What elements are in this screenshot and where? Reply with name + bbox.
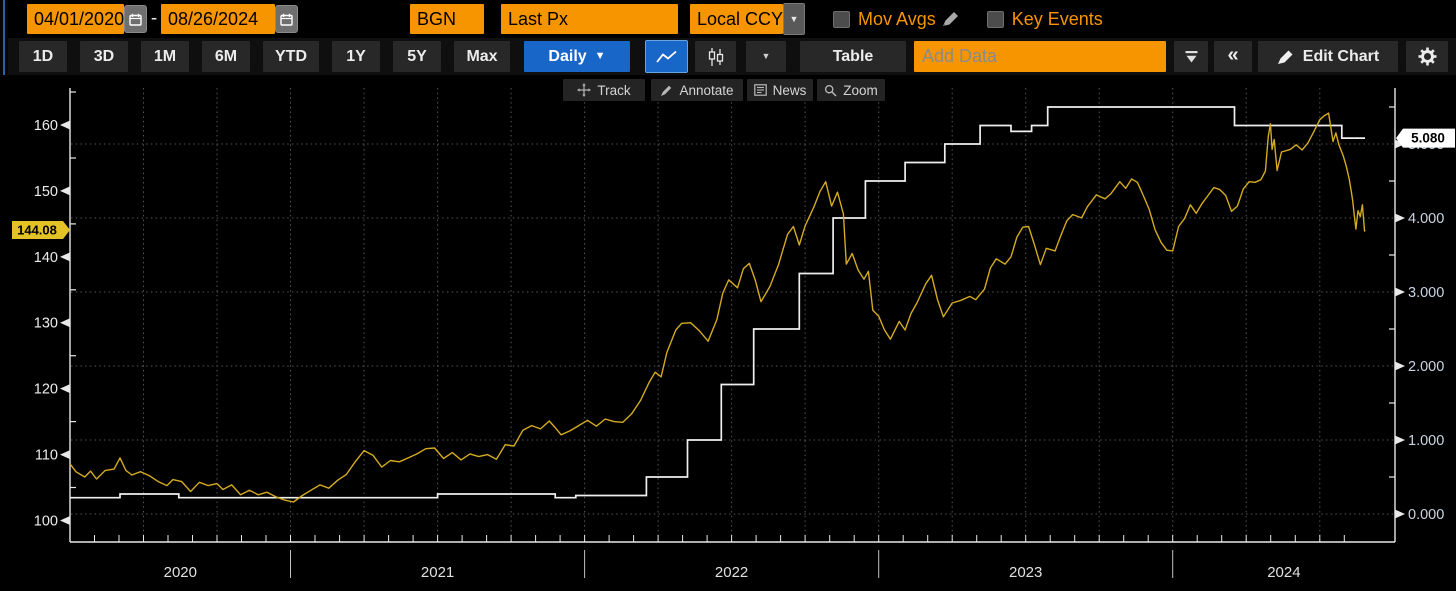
annotate-button[interactable]: Annotate	[651, 79, 743, 101]
svg-text:4.000: 4.000	[1408, 211, 1444, 227]
svg-text:150: 150	[34, 184, 58, 200]
svg-text:2022: 2022	[715, 564, 748, 581]
svg-text:110: 110	[35, 448, 58, 464]
pencil-icon[interactable]	[941, 10, 961, 28]
key-events-label: Key Events	[1011, 8, 1103, 29]
chevron-down-icon[interactable]: ▼	[783, 3, 805, 35]
mov-avgs-label: Mov Avgs	[858, 8, 936, 29]
svg-text:2.000: 2.000	[1408, 359, 1444, 375]
svg-text:2023: 2023	[1009, 564, 1042, 581]
period-button-6m[interactable]: 6M	[202, 41, 250, 72]
price-chart[interactable]: 2020 2021 2022 2023 2024 160 150 140 130 120 110 10…	[0, 75, 1456, 591]
magnifier-icon	[825, 84, 837, 97]
period-button-3d[interactable]: 3D	[80, 41, 128, 72]
period-button-group: 1D 3D 1M 6M YTD 1Y 5Y Max	[8, 41, 510, 72]
date-from-input[interactable]: 04/01/2020	[27, 4, 124, 34]
grid-vertical	[143, 88, 1321, 542]
chart-toolbar: 1D 3D 1M 6M YTD 1Y 5Y Max Daily▼ ▼ Table « Edit…	[8, 38, 1456, 75]
calendar-icon[interactable]	[275, 5, 298, 33]
grid-horizontal	[71, 143, 1394, 515]
gear-icon[interactable]	[1406, 41, 1448, 72]
pencil-icon	[661, 85, 672, 96]
frequency-dropdown[interactable]: Daily ▼	[524, 41, 630, 72]
price-line	[69, 112, 1366, 503]
table-button[interactable]: Table	[800, 41, 906, 72]
axes	[69, 88, 1396, 543]
left-axis-ticks: 160 150 140 130 120 110 100	[34, 91, 76, 530]
svg-text:0.000: 0.000	[1408, 507, 1444, 523]
period-button-5y[interactable]: 5Y	[393, 41, 441, 72]
pricing-source-field[interactable]: BGN	[410, 4, 484, 34]
security-toolbar: 04/01/2020 - 08/26/2024 BGN Last Px Loca…	[8, 0, 1456, 38]
price-last-tag: 144.08	[12, 220, 70, 239]
currency-select[interactable]: Local CCY	[690, 4, 783, 34]
news-icon	[753, 84, 767, 96]
chevron-down-icon: ▼	[594, 50, 606, 62]
date-range-separator: -	[150, 8, 158, 29]
rate-step-line	[70, 106, 1365, 499]
line-chart-icon[interactable]	[645, 40, 688, 73]
price-field-select[interactable]: Last Px	[501, 4, 678, 34]
svg-text:2024: 2024	[1267, 564, 1300, 581]
zoom-button[interactable]: Zoom	[817, 79, 885, 101]
chevron-down-icon: ▼	[761, 51, 771, 61]
svg-text:140: 140	[34, 250, 58, 266]
track-button[interactable]: Track	[563, 79, 645, 101]
chart-area: 2020 2021 2022 2023 2024 160 150 140 130 120 110 10…	[0, 75, 1456, 591]
svg-text:1.000: 1.000	[1408, 433, 1444, 449]
pencil-icon	[1277, 50, 1293, 64]
svg-text:120: 120	[34, 382, 58, 398]
candlestick-chart-icon[interactable]	[695, 41, 736, 72]
calendar-icon[interactable]	[124, 5, 147, 33]
news-button[interactable]: News	[747, 79, 813, 101]
load-data-icon[interactable]	[1174, 41, 1208, 72]
svg-text:2020: 2020	[164, 564, 197, 581]
rate-last-tag: 5.080	[1396, 128, 1455, 148]
period-button-ytd[interactable]: YTD	[263, 41, 319, 72]
collapse-panel-icon[interactable]: «	[1214, 41, 1252, 72]
key-events-checkbox[interactable]	[986, 10, 1004, 28]
year-separators	[290, 550, 1174, 578]
period-button-1m[interactable]: 1M	[141, 41, 189, 72]
svg-text:2021: 2021	[421, 564, 454, 581]
date-to-input[interactable]: 08/26/2024	[161, 4, 275, 34]
mov-avgs-checkbox[interactable]	[833, 10, 850, 28]
chart-type-dropdown[interactable]: ▼	[746, 41, 786, 72]
svg-text:3.000: 3.000	[1408, 285, 1444, 301]
month-ticks	[94, 535, 1345, 542]
svg-text:5.080: 5.080	[1411, 131, 1445, 146]
period-button-max[interactable]: Max	[454, 41, 510, 72]
svg-text:130: 130	[34, 316, 58, 332]
edit-chart-button[interactable]: Edit Chart	[1258, 41, 1398, 72]
add-data-input[interactable]	[914, 41, 1166, 72]
year-labels: 2020 2021 2022 2023 2024	[164, 564, 1301, 581]
svg-text:100: 100	[34, 514, 58, 530]
period-button-1d[interactable]: 1D	[19, 41, 67, 72]
svg-text:160: 160	[34, 118, 58, 134]
svg-text:144.08: 144.08	[17, 222, 57, 237]
period-button-1y[interactable]: 1Y	[332, 41, 380, 72]
move-cross-icon	[577, 83, 592, 97]
